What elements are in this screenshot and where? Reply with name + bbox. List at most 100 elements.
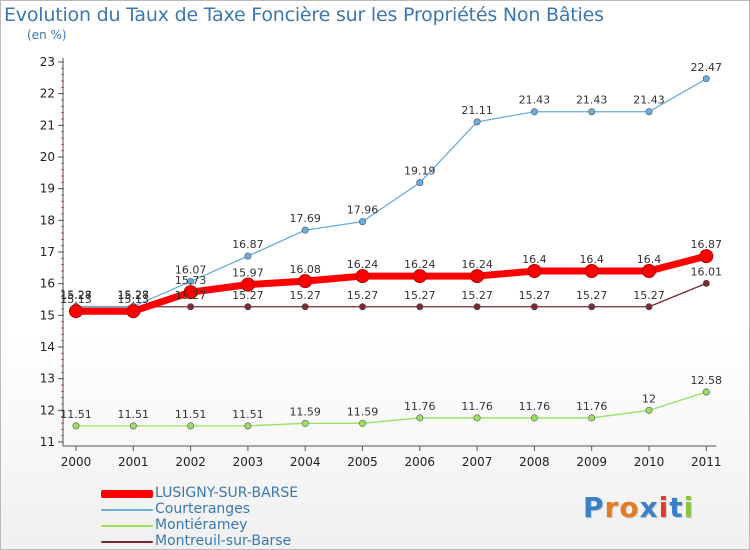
data-point bbox=[473, 118, 481, 126]
data-point bbox=[301, 419, 309, 427]
data-label: 21.43 bbox=[576, 94, 608, 107]
data-point bbox=[702, 75, 710, 83]
data-label: 15.27 bbox=[519, 289, 551, 302]
data-label: 21.43 bbox=[519, 94, 551, 107]
y-tick-label: 13 bbox=[40, 372, 55, 386]
data-label: 19.19 bbox=[404, 165, 436, 178]
y-tick-label: 19 bbox=[40, 182, 55, 196]
legend-label: Montreuil-sur-Barse bbox=[155, 533, 292, 549]
data-point bbox=[129, 422, 137, 430]
data-point bbox=[702, 279, 710, 287]
x-tick-label: 2011 bbox=[691, 455, 722, 469]
data-label: 11.59 bbox=[289, 405, 321, 418]
data-label: 11.59 bbox=[347, 405, 379, 418]
data-label: 16.4 bbox=[637, 253, 662, 266]
data-label: 22.47 bbox=[691, 61, 723, 74]
data-label: 21.11 bbox=[461, 104, 493, 117]
y-tick-label: 17 bbox=[40, 245, 55, 259]
y-tick-label: 21 bbox=[40, 118, 55, 132]
data-label: 11.76 bbox=[519, 400, 551, 413]
y-tick-label: 22 bbox=[40, 87, 55, 101]
data-label: 16.24 bbox=[461, 258, 493, 271]
x-tick-label: 2006 bbox=[405, 455, 436, 469]
legend-swatch bbox=[101, 509, 153, 511]
data-point bbox=[530, 108, 538, 116]
x-tick-label: 2005 bbox=[347, 455, 378, 469]
logo-letter: P bbox=[583, 491, 605, 524]
data-label: 15.28 bbox=[118, 288, 150, 301]
data-point bbox=[412, 269, 427, 284]
data-point bbox=[642, 264, 656, 278]
data-point bbox=[244, 422, 252, 430]
data-point bbox=[645, 406, 653, 414]
x-tick-label: 2001 bbox=[118, 455, 149, 469]
series-line-montreuil-sur-barse bbox=[75, 282, 707, 308]
chart-subtitle: (en %) bbox=[27, 28, 67, 42]
data-label: 16.4 bbox=[579, 253, 604, 266]
data-label: 16.4 bbox=[522, 253, 547, 266]
data-point bbox=[301, 303, 309, 311]
chart-title: Evolution du Taux de Taxe Foncière sur l… bbox=[4, 4, 604, 26]
x-tick-label: 2010 bbox=[634, 455, 665, 469]
data-point bbox=[699, 249, 714, 264]
logo-letter: t bbox=[669, 491, 684, 524]
y-tick-label: 11 bbox=[40, 435, 55, 449]
series-line-lusigny-sur-barse bbox=[72, 252, 710, 315]
data-label: 16.24 bbox=[404, 258, 436, 271]
data-point bbox=[126, 304, 141, 319]
data-point bbox=[240, 277, 255, 292]
data-point bbox=[530, 303, 538, 311]
data-point bbox=[588, 108, 596, 116]
x-tick-label: 2007 bbox=[462, 455, 493, 469]
data-label: 11.51 bbox=[175, 408, 207, 421]
data-label: 16.08 bbox=[289, 263, 321, 276]
data-point bbox=[416, 414, 424, 422]
y-tick-label: 16 bbox=[40, 277, 55, 291]
x-tick-label: 2004 bbox=[290, 455, 321, 469]
data-point bbox=[645, 303, 653, 311]
data-label: 15.13 bbox=[118, 293, 150, 306]
legend-label: Montiéramey bbox=[155, 517, 248, 533]
x-tick-label: 2008 bbox=[519, 455, 550, 469]
legend-swatch bbox=[101, 541, 153, 543]
data-point bbox=[244, 252, 252, 260]
data-point bbox=[530, 414, 538, 422]
data-label: 15.27 bbox=[175, 289, 207, 302]
data-point bbox=[69, 304, 83, 319]
data-label: 15.27 bbox=[404, 289, 436, 302]
data-label: 12.58 bbox=[691, 374, 723, 387]
proxiti-logo: Proxiti bbox=[583, 491, 694, 524]
data-label: 15.73 bbox=[175, 274, 207, 287]
x-tick-label: 2003 bbox=[233, 455, 264, 469]
data-label: 15.27 bbox=[347, 289, 379, 302]
logo-letter: i bbox=[683, 491, 695, 524]
data-point bbox=[187, 422, 195, 430]
data-point bbox=[244, 303, 252, 311]
data-label: 15.13 bbox=[60, 293, 92, 306]
data-label: 16.01 bbox=[691, 265, 723, 278]
data-label: 16.87 bbox=[691, 238, 723, 251]
data-label: 15.97 bbox=[232, 267, 264, 280]
data-point bbox=[187, 303, 195, 311]
data-point bbox=[702, 388, 710, 396]
data-label: 21.43 bbox=[633, 94, 665, 107]
data-label: 11.51 bbox=[118, 408, 150, 421]
data-point bbox=[301, 226, 309, 234]
data-point bbox=[183, 285, 198, 300]
data-point bbox=[470, 269, 485, 284]
data-point bbox=[416, 303, 424, 311]
data-label: 16.07 bbox=[175, 263, 207, 276]
y-tick-label: 14 bbox=[40, 340, 55, 354]
data-point bbox=[72, 422, 80, 430]
data-label: 15.27 bbox=[633, 289, 665, 302]
data-point bbox=[473, 303, 481, 311]
logo-letter: x bbox=[639, 491, 659, 524]
data-point bbox=[355, 269, 370, 284]
legend-label: LUSIGNY-SUR-BARSE bbox=[155, 485, 299, 501]
data-label: 15.27 bbox=[461, 289, 493, 302]
data-label: 11.76 bbox=[576, 400, 608, 413]
data-point bbox=[584, 264, 599, 278]
y-tick-label: 23 bbox=[40, 55, 55, 69]
